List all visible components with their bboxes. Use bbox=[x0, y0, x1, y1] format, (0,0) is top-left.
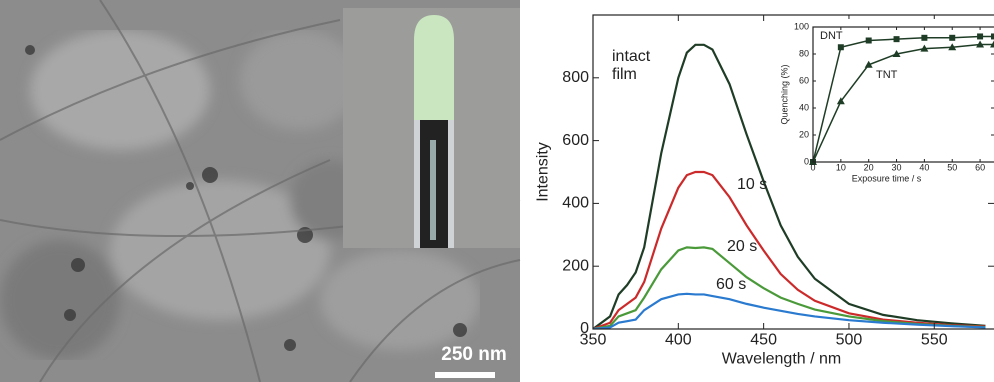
x-axis-label: Wavelength / nm bbox=[722, 351, 841, 368]
x-tick-label: 500 bbox=[836, 331, 863, 348]
x-tick-label: 60 bbox=[975, 163, 985, 173]
y-tick-label: 0 bbox=[804, 156, 809, 166]
y-axis-label: Quenching (%) bbox=[779, 64, 789, 124]
plot-frame bbox=[592, 14, 994, 330]
marker bbox=[893, 36, 900, 43]
series-line bbox=[593, 292, 986, 329]
micrograph: 250 nm bbox=[0, 0, 521, 382]
series-label: intact film bbox=[612, 48, 651, 83]
series-line bbox=[593, 170, 986, 329]
marker bbox=[990, 40, 994, 48]
plot-1: 0 10 20 30 40 50 60 0 20 40 60 80 100 Exposure time /… bbox=[779, 19, 994, 184]
x-tick-label: 0 bbox=[810, 163, 815, 173]
y-tick-label: 800 bbox=[562, 69, 589, 86]
series-label: DNT bbox=[820, 30, 843, 42]
series-label: 20 s bbox=[727, 238, 758, 255]
series-label: 60 s bbox=[716, 276, 747, 293]
series-line bbox=[593, 43, 986, 329]
y-tick-label: 20 bbox=[799, 129, 809, 139]
x-tick-label: 550 bbox=[921, 331, 948, 348]
marker bbox=[921, 34, 928, 41]
x-tick-label: 400 bbox=[665, 331, 692, 348]
x-tick-label: 20 bbox=[864, 163, 874, 173]
series-label: 10 s bbox=[737, 176, 768, 193]
y-tick-label: 0 bbox=[580, 320, 589, 337]
x-tick-label: 50 bbox=[947, 163, 957, 173]
marker bbox=[837, 44, 844, 51]
marker bbox=[948, 43, 957, 51]
y-tick-label: 60 bbox=[799, 75, 809, 85]
x-tick-label: 450 bbox=[750, 331, 777, 348]
scale-bar bbox=[435, 372, 495, 378]
series-label: TNT bbox=[876, 69, 898, 81]
marker bbox=[864, 60, 873, 68]
y-tick-label: 40 bbox=[799, 102, 809, 112]
y-tick-label: 80 bbox=[799, 48, 809, 58]
plot-frame bbox=[812, 26, 994, 163]
y-tick-label: 100 bbox=[794, 21, 809, 31]
series-line bbox=[593, 246, 986, 329]
y-tick-label: 400 bbox=[562, 195, 589, 212]
y-axis-label: Intensity bbox=[535, 142, 552, 202]
x-axis-label: Exposure time / s bbox=[852, 173, 922, 183]
marker bbox=[836, 97, 845, 105]
marker bbox=[920, 44, 929, 52]
x-tick-label: 10 bbox=[836, 163, 846, 173]
marker bbox=[865, 37, 872, 44]
y-tick-label: 200 bbox=[562, 257, 589, 274]
x-tick-label: 350 bbox=[580, 331, 607, 348]
marker bbox=[976, 40, 985, 48]
x-tick-label: 30 bbox=[892, 163, 902, 173]
marker bbox=[892, 50, 901, 57]
x-tick-label: 40 bbox=[919, 163, 929, 173]
series-line bbox=[813, 35, 994, 162]
series-line bbox=[813, 43, 994, 162]
marker bbox=[949, 34, 956, 41]
marker bbox=[977, 33, 984, 40]
y-tick-label: 600 bbox=[562, 132, 589, 149]
marker bbox=[991, 33, 994, 40]
scale-bar-label: 250 nm bbox=[441, 344, 506, 365]
